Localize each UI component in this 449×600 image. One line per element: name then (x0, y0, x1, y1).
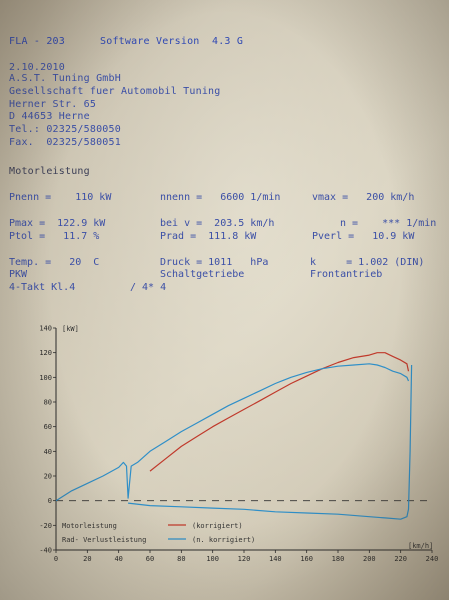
x-tick-label: 100 (206, 555, 219, 563)
company-fax: Fax. 02325/580051 (9, 137, 121, 148)
x-tick-label: 220 (394, 555, 407, 563)
y-tick-label: -20 (39, 522, 52, 530)
legend-motor-label: Motorleistung (62, 522, 117, 530)
y-tick-label: 60 (44, 423, 52, 431)
x-axis-unit: [km/h] (408, 542, 433, 550)
temperature-value: Temp. = 20 C (9, 257, 100, 268)
y-tick-label: 140 (39, 325, 52, 333)
pnenn-value: Pnenn = 110 kW (9, 192, 112, 203)
series-line-motor (149, 352, 410, 472)
prad-value: Prad = 111.8 kW (160, 231, 257, 242)
company-street: Herner Str. 65 (9, 99, 97, 110)
x-tick-label: 200 (363, 555, 376, 563)
x-tick-label: 240 (426, 555, 439, 563)
x-tick-label: 120 (238, 555, 251, 563)
pmax-value: Pmax = 122.9 kW (9, 218, 106, 229)
x-tick-label: 80 (177, 555, 185, 563)
y-tick-label: 20 (44, 473, 52, 481)
device-model: FLA - 203 (9, 36, 65, 47)
vmax-value: vmax = 200 km/h (312, 192, 415, 203)
x-tick-label: 0 (54, 555, 58, 563)
x-tick-label: 60 (146, 555, 154, 563)
nnenn-value: nnenn = 6600 1/min (160, 192, 281, 203)
software-version: Software Version 4.3 G (100, 36, 244, 47)
vehicle-type: PKW (9, 269, 28, 280)
x-tick-label: 180 (332, 555, 345, 563)
section-title: Motorleistung (9, 166, 90, 177)
y-axis-unit: [kW] (62, 325, 79, 333)
y-tick-label: 80 (44, 399, 52, 407)
chart-legend: Motorleistung (korrigiert) Rad- Verlustl… (62, 522, 255, 544)
engine-type: 4-Takt Kl.4 (9, 282, 76, 293)
y-tick-label: 100 (39, 374, 52, 382)
drive-type: Frontantrieb (310, 269, 383, 280)
series-line-rad (55, 363, 410, 502)
x-tick-label: 20 (83, 555, 91, 563)
pverl-value: Pverl = 10.9 kW (312, 231, 415, 242)
y-tick-label: 0 (48, 497, 52, 505)
correction-factor-value: k = 1.002 (DIN) (310, 257, 425, 268)
y-tick-label: 120 (39, 349, 52, 357)
print-date: 2.10.2010 (9, 62, 65, 73)
n-value: n = *** 1/min (340, 218, 437, 229)
gearbox-type: Schaltgetriebe (160, 269, 245, 280)
legend-rad-uncorrected: (n. korrigiert) (192, 536, 255, 544)
legend-motor-corrected: (korrigiert) (192, 522, 243, 530)
company-city: D 44653 Herne (9, 111, 90, 122)
y-tick-labels: 140 120 100 80 60 40 20 0 -20 -40 (39, 325, 52, 555)
x-tick-labels: 0 20 40 60 80 100 120 140 160 180 200 220 240 (54, 555, 438, 563)
chart-series (55, 352, 413, 520)
company-description: Gesellschaft fuer Automobil Tuning (9, 86, 221, 97)
ptol-value: Ptol = 11.7 % (9, 231, 100, 242)
x-tick-label: 160 (300, 555, 313, 563)
legend-rad-label: Rad- Verlustleistung (62, 536, 146, 544)
x-tick-label: 40 (114, 555, 122, 563)
chart-axes (53, 327, 433, 553)
y-tick-label: 40 (44, 448, 52, 456)
company-name: A.S.T. Tuning GmbH (9, 73, 121, 84)
cylinder-config: / 4* 4 (130, 282, 167, 293)
x-tick-label: 140 (269, 555, 282, 563)
company-tel: Tel.: 02325/580050 (9, 124, 121, 135)
series-line-verlust (128, 364, 413, 520)
bei-v-value: bei v = 203.5 km/h (160, 218, 275, 229)
pressure-value: Druck = 1011 hPa (160, 257, 269, 268)
y-tick-label: -40 (39, 547, 52, 555)
